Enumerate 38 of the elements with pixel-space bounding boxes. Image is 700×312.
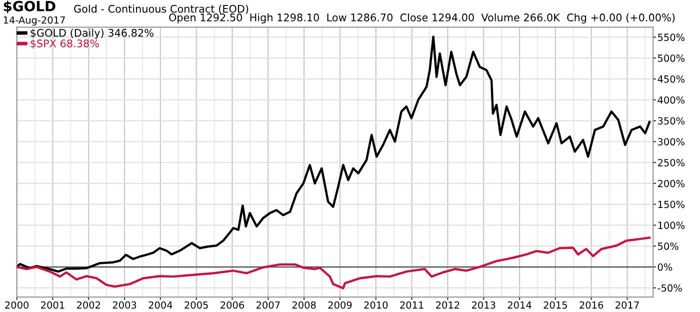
- x-tick-label: 2008: [292, 301, 316, 309]
- legend-label: $SPX 68.38%: [30, 39, 99, 49]
- text: 14-Aug-2017: [4, 16, 65, 26]
- line-series: [16, 236, 651, 290]
- x-tick-label: 2009: [328, 301, 352, 309]
- x-tick-label: 2010: [364, 301, 388, 309]
- x-tick-label: 2013: [472, 301, 496, 309]
- y-tick-label: 0%: [658, 263, 672, 271]
- y-tick-label: 150%: [658, 200, 685, 208]
- legend-label: $GOLD (Daily) 346.82%: [30, 28, 154, 39]
- x-tick-label: 2001: [41, 301, 64, 309]
- y-tick-label: -50%: [658, 284, 682, 292]
- chart-title: $GOLD: [4, 0, 56, 14]
- y-tick-label: 550%: [658, 34, 685, 41]
- x-tick-label: 2012: [436, 301, 460, 309]
- y-tick-label: 100%: [658, 222, 685, 229]
- x-tick-label: 2011: [400, 301, 424, 309]
- x-tick-label: 2000: [5, 301, 29, 309]
- x-tick-label: 2015: [544, 301, 567, 309]
- y-tick-label: 450%: [658, 75, 685, 83]
- x-tick-label: 2014: [508, 301, 532, 309]
- chart-subtitle: Gold - Continuous Contract (EOD): [74, 4, 248, 14]
- y-tick-label: 250%: [658, 158, 685, 166]
- y-tick-label: 500%: [658, 54, 685, 62]
- y-tick-label: 50%: [658, 242, 678, 250]
- text: Open 1292.50 High 1298.10 Low 1286.70 Close 1294.00 Volume 266.0K Chg +0.00 (+0.00%): [169, 13, 675, 24]
- x-tick-label: 2017: [616, 301, 639, 309]
- y-tick-label: 200%: [658, 180, 685, 188]
- x-tick-label: 2004: [148, 301, 172, 309]
- y-tick-label: 350%: [658, 117, 685, 125]
- y-tick-label: 300%: [658, 138, 685, 146]
- x-tick-label: 2006: [220, 301, 244, 309]
- x-tick-label: 2007: [256, 301, 280, 309]
- x-tick-label: 2003: [112, 301, 136, 309]
- x-tick-label: 2002: [76, 301, 100, 309]
- y-tick-label: 400%: [658, 96, 685, 104]
- x-tick-label: 2005: [184, 301, 208, 309]
- x-tick-label: 2016: [580, 301, 604, 309]
